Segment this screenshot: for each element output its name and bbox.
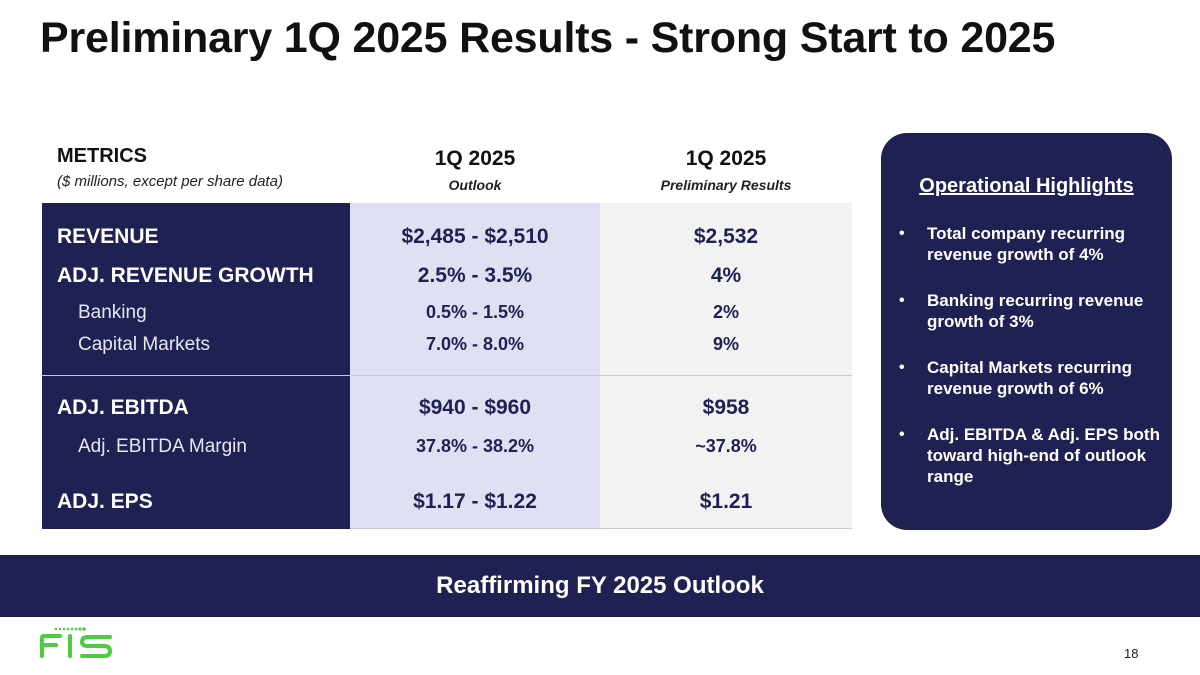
- metrics-table: METRICS ($ millions, except per share da…: [42, 135, 852, 529]
- metrics-subheading: ($ millions, except per share data): [57, 173, 283, 190]
- highlights-title: Operational Highlights: [919, 175, 1134, 197]
- fis-logo: [40, 627, 113, 658]
- results-column-header: 1Q 2025 Preliminary Results: [600, 147, 852, 193]
- bullet-icon: •: [899, 359, 905, 376]
- bullet-icon: •: [899, 292, 905, 309]
- row-label: Adj. EBITDA Margin: [78, 436, 247, 457]
- table-body: REVENUE $2,485 - $2,510 $2,532 ADJ. REVE…: [42, 203, 852, 529]
- outlook-value: $1.17 - $1.22: [413, 490, 537, 513]
- table-header: METRICS ($ millions, except per share da…: [42, 135, 852, 203]
- operational-highlights-panel: Operational Highlights • Total company re…: [881, 133, 1172, 530]
- highlight-text: Capital Markets recurring revenue growth…: [927, 358, 1133, 398]
- section-divider: [42, 375, 852, 376]
- row-label: ADJ. REVENUE GROWTH: [57, 264, 314, 287]
- outlook-value: 0.5% - 1.5%: [425, 302, 525, 322]
- result-value: 2%: [712, 302, 739, 322]
- result-value: $2,532: [693, 225, 759, 248]
- outlook-column-subtitle: Outlook: [448, 177, 502, 193]
- bullet-icon: •: [899, 225, 905, 242]
- results-column-background: [600, 203, 852, 529]
- result-value: ~37.8%: [695, 436, 757, 456]
- row-label: REVENUE: [57, 225, 159, 248]
- row-label: Banking: [78, 302, 147, 323]
- table-bottom-rule: [350, 528, 852, 529]
- row-label: ADJ. EPS: [57, 490, 153, 513]
- outlook-value: $2,485 - $2,510: [401, 225, 549, 248]
- outlook-value: 2.5% - 3.5%: [417, 264, 533, 287]
- outlook-column-title: 1Q 2025: [434, 147, 516, 170]
- outlook-value: 7.0% - 8.0%: [425, 334, 525, 354]
- highlights-list: • Total company recurring revenue growth …: [895, 223, 1165, 512]
- outlook-value: 37.8% - 38.2%: [415, 436, 535, 456]
- row-label: ADJ. EBITDA: [57, 396, 189, 419]
- outlook-banner: Reaffirming FY 2025 Outlook: [0, 555, 1200, 617]
- list-item: • Total company recurring revenue growth …: [895, 223, 1165, 265]
- result-value: $958: [702, 396, 750, 419]
- page-title: Preliminary 1Q 2025 Results - Strong Sta…: [40, 14, 1056, 62]
- highlight-text: Banking recurring revenue growth of 3%: [927, 291, 1144, 331]
- highlight-text: Total company recurring revenue growth o…: [927, 224, 1126, 264]
- list-item: • Capital Markets recurring revenue growt…: [895, 357, 1165, 399]
- page-number: 18: [1124, 646, 1139, 661]
- list-item: • Banking recurring revenue growth of 3%: [895, 290, 1165, 332]
- label-column-background: [42, 203, 350, 529]
- row-label: Capital Markets: [78, 334, 210, 355]
- results-column-subtitle: Preliminary Results: [660, 177, 792, 193]
- result-value: 4%: [710, 264, 742, 287]
- outlook-column-header: 1Q 2025 Outlook: [350, 147, 600, 193]
- outlook-column-background: [350, 203, 600, 529]
- metrics-heading: METRICS: [57, 145, 147, 167]
- bullet-icon: •: [899, 426, 905, 443]
- result-value: $1.21: [699, 490, 753, 513]
- list-item: • Adj. EBITDA & Adj. EPS both toward high…: [895, 424, 1165, 487]
- highlight-text: Adj. EBITDA & Adj. EPS both toward high-…: [927, 425, 1160, 486]
- results-column-title: 1Q 2025: [685, 147, 767, 170]
- outlook-value: $940 - $960: [418, 396, 532, 419]
- result-value: 9%: [712, 334, 739, 354]
